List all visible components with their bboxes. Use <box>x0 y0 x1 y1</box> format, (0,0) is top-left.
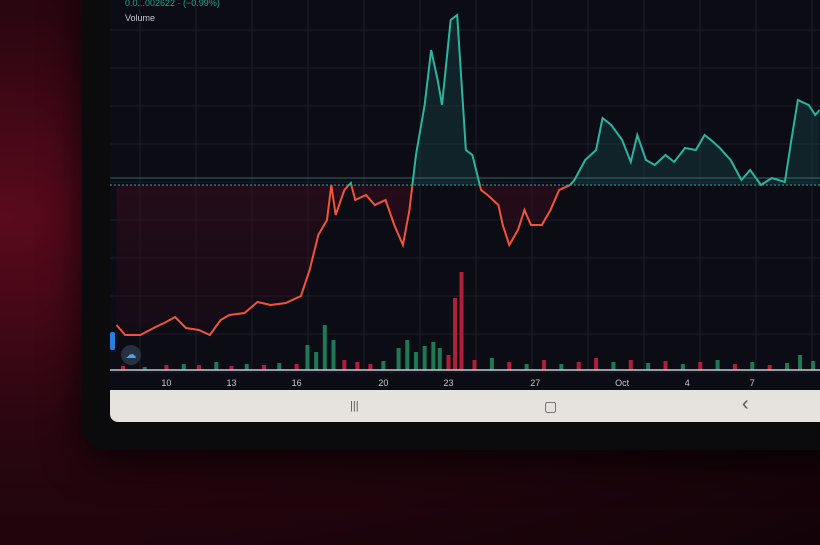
volume-bar <box>524 364 529 370</box>
recents-button[interactable]: ||| <box>350 400 359 412</box>
volume-bar <box>680 364 685 370</box>
volume-bar <box>381 361 386 370</box>
volume-bar <box>576 362 581 370</box>
volume-bar <box>767 365 772 370</box>
x-tick-label: 27 <box>530 378 540 388</box>
below-baseline-fill <box>116 185 820 335</box>
volume-bar <box>355 362 360 370</box>
volume-bar <box>214 362 219 370</box>
volume-bar <box>559 364 564 370</box>
volume-bar <box>331 340 336 370</box>
volume-bar <box>646 363 651 370</box>
cloud-icon[interactable]: ☁ <box>121 345 141 365</box>
volume-bar <box>453 298 458 370</box>
volume-bar <box>715 360 720 370</box>
x-tick-label: Oct <box>615 378 630 388</box>
volume-bar <box>798 355 803 370</box>
back-button[interactable]: ‹ <box>742 393 749 415</box>
volume-bar <box>244 364 249 370</box>
x-tick-label: 13 <box>226 378 236 388</box>
volume-bar <box>413 352 418 370</box>
volume-bar <box>405 340 410 370</box>
volume-bar <box>785 363 790 370</box>
x-tick-label: 16 <box>292 378 302 388</box>
drawer-handle[interactable] <box>110 332 115 350</box>
volume-bar <box>121 366 125 370</box>
volume-bar <box>422 346 427 370</box>
x-tick-label: 7 <box>750 378 755 388</box>
volume-bar <box>314 352 319 370</box>
x-tick-label: 23 <box>443 378 453 388</box>
volume-bar <box>732 364 737 370</box>
volume-bar <box>594 358 599 370</box>
x-tick-label: 4 <box>685 378 690 388</box>
volume-bar <box>342 360 347 370</box>
price-change-legend: 0.0...002622 · (−0.99%) <box>125 0 220 8</box>
volume-bar <box>277 363 282 370</box>
volume-bar <box>446 355 451 370</box>
volume-bar <box>628 360 633 370</box>
volume-bar <box>294 364 299 370</box>
x-tick-label: 10 <box>161 378 171 388</box>
volume-bar <box>811 361 816 370</box>
volume-bar <box>196 365 201 370</box>
volume-bar <box>698 362 703 370</box>
home-button[interactable]: ▢ <box>544 398 558 414</box>
price-line-down <box>115 185 763 337</box>
volume-bar <box>229 366 234 370</box>
volume-bar <box>489 358 494 370</box>
volume-bar <box>262 365 267 370</box>
price-chart[interactable]: 10 13 16 20 23 27 Oct 4 7 <box>110 0 820 390</box>
volume-bar <box>750 362 755 370</box>
volume-bar <box>431 342 436 370</box>
chart-screen: 10 13 16 20 23 27 Oct 4 7 0.0...002622 · (−0.99%… <box>110 0 820 390</box>
volume-bar <box>164 365 169 370</box>
price-line-up <box>330 13 820 185</box>
volume-bar <box>396 348 401 370</box>
x-tick-label: 20 <box>378 378 388 388</box>
volume-bar <box>437 348 442 370</box>
volume-bar <box>368 364 373 370</box>
volume-bar <box>181 364 186 370</box>
volume-legend: Volume <box>125 13 156 23</box>
volume-bar <box>663 361 668 370</box>
volume-bar <box>459 272 464 370</box>
system-nav-bar: ||| ▢ ‹ <box>110 390 820 422</box>
volume-bar <box>142 367 147 370</box>
volume-bar <box>507 362 512 370</box>
volume-bar <box>305 345 310 370</box>
volume-bar <box>541 360 546 370</box>
volume-bar <box>611 362 616 370</box>
volume-bar <box>472 360 477 370</box>
volume-bar <box>322 325 327 370</box>
